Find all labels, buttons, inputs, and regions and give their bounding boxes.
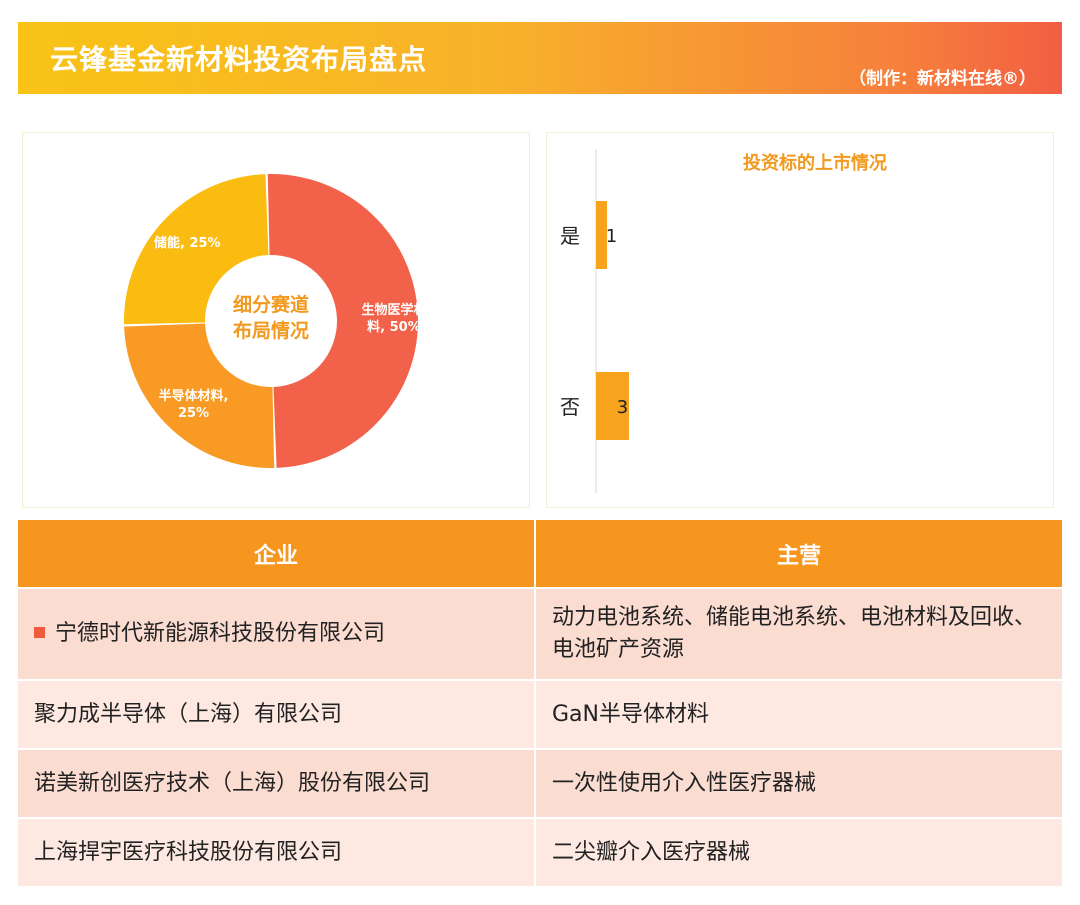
donut-slice-label: 25% — [178, 406, 209, 421]
donut-slice-2 — [124, 323, 275, 468]
donut-slice-3 — [124, 174, 269, 325]
credit-text: （制作：新材料在线®） — [849, 69, 1036, 89]
donut-center-title: 细分赛道 — [233, 293, 309, 316]
donut-slice-label: 生物医学材 — [361, 302, 426, 318]
company-name: 宁德时代新能源科技股份有限公司 — [55, 621, 386, 646]
bar-category-label: 否 — [560, 395, 580, 419]
bar-chart-title: 投资标的上市情况 — [743, 152, 887, 174]
business-cell: GaN半导体材料 — [535, 680, 1062, 750]
bar-2 — [596, 372, 629, 440]
header-company: 企业 — [18, 520, 536, 589]
bar-value-label: 3 — [617, 397, 628, 418]
bullet-icon — [34, 627, 45, 638]
company-cell: 诺美新创医疗技术（上海）股份有限公司 — [18, 749, 536, 819]
donut-slice-label: 储能, 25% — [153, 235, 221, 251]
donut-chart-panel: 生物医学材 料, 50% 半导体材料, 25% 储能, 25% 细分赛道布局情况 — [22, 132, 530, 508]
company-cell: 聚力成半导体（上海）有限公司 — [18, 680, 536, 750]
table-row: 上海捍宇医疗科技股份有限公司 二尖瓣介入医疗器械 — [18, 818, 1062, 888]
donut-slice-label: 料, 50% — [367, 319, 421, 335]
bar-chart-panel: 投资标的上市情况是 1 否 3 — [546, 132, 1054, 508]
table-row: 诺美新创医疗技术（上海）股份有限公司 一次性使用介入性医疗器械 — [18, 749, 1062, 819]
business-cell: 一次性使用介入性医疗器械 — [535, 749, 1062, 819]
header-business: 主营 — [535, 520, 1062, 589]
donut-slice-1 — [267, 174, 418, 468]
page-title: 云锋基金新材料投资布局盘点 — [50, 43, 428, 76]
bar-category-label: 是 — [560, 224, 580, 248]
bar-1 — [596, 201, 607, 269]
business-cell: 二尖瓣介入医疗器械 — [535, 818, 1062, 888]
bar-value-label: 1 — [606, 226, 617, 247]
donut-slice-label: 半导体材料, — [159, 388, 229, 404]
donut-center-title: 布局情况 — [233, 319, 309, 342]
investment-table: 企业 主营 宁德时代新能源科技股份有限公司 动力电池系统、储能电池系统、电池材料… — [18, 520, 1062, 888]
table-row: 宁德时代新能源科技股份有限公司 动力电池系统、储能电池系统、电池材料及回收、电池… — [18, 588, 1062, 681]
company-cell: 上海捍宇医疗科技股份有限公司 — [18, 818, 536, 888]
business-cell: 动力电池系统、储能电池系统、电池材料及回收、电池矿产资源 — [535, 588, 1062, 681]
company-cell: 宁德时代新能源科技股份有限公司 — [18, 588, 536, 681]
table-row: 聚力成半导体（上海）有限公司 GaN半导体材料 — [18, 680, 1062, 750]
table-header-row: 企业 主营 — [18, 520, 1062, 589]
header-banner: 云锋基金新材料投资布局盘点 （制作：新材料在线®） — [18, 22, 1062, 94]
